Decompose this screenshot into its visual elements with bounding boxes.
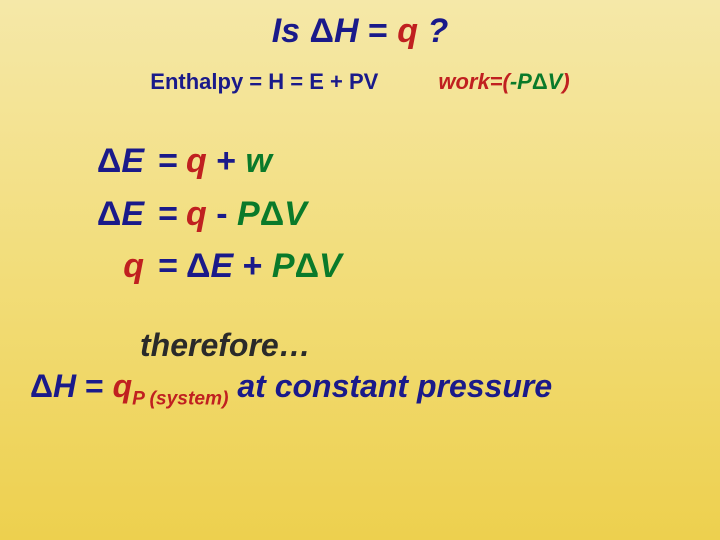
title-h: H — [334, 12, 359, 50]
title-q: q — [397, 12, 418, 50]
work-v: V — [548, 69, 563, 94]
conclusion-line: ΔH = qP (system) at constant pressure — [30, 368, 720, 410]
eq-rhs-part: q — [186, 142, 207, 180]
work-close: ) — [562, 69, 569, 94]
eq-rhs-part: + — [233, 247, 272, 285]
title-is: Is — [272, 12, 310, 50]
eq-rhs-part: Δ — [260, 195, 284, 233]
subtitle-row: Enthalpy = H = E + PV work=(-PΔV) — [0, 69, 720, 95]
concl-sub: P (system) — [132, 388, 228, 409]
eq-rhs-part: - — [207, 195, 237, 233]
eq-rhs-part: P — [272, 247, 295, 285]
concl-delta: Δ — [30, 368, 53, 404]
eq1-rhs: q + w — [186, 135, 272, 188]
concl-rest: at constant pressure — [228, 368, 552, 404]
eq-rhs-part: Δ — [295, 247, 319, 285]
slide: Is ΔH = q ? Enthalpy = H = E + PV work=(… — [0, 0, 720, 540]
work-definition: work=(-PΔV) — [438, 69, 569, 95]
eq-rhs-part: w — [246, 142, 272, 180]
equation-row-1: ΔE = q + w — [70, 135, 720, 188]
equation-row-2: ΔE = q - PΔV — [70, 188, 720, 241]
equation-block: ΔE = q + w ΔE = q - PΔV q = ΔE + PΔV — [70, 135, 720, 293]
enthalpy-definition: Enthalpy = H = E + PV — [150, 69, 378, 95]
eq-rhs-part: q — [186, 195, 207, 233]
work-minus-p: -P — [510, 69, 532, 94]
eq-rhs-part: V — [319, 247, 342, 285]
eq2-rhs: q - PΔV — [186, 188, 307, 241]
eq3-eq: = — [150, 240, 186, 293]
equation-row-3: q = ΔE + PΔV — [70, 240, 720, 293]
eq1-lhs: ΔE — [70, 135, 150, 188]
eq3-rhs: ΔE + PΔV — [186, 240, 342, 293]
work-label: work=( — [438, 69, 510, 94]
eq-rhs-part: P — [237, 195, 260, 233]
concl-h: H — [53, 368, 76, 404]
concl-eq: = — [76, 368, 112, 404]
eq3-lhs: q — [70, 240, 150, 293]
eq-rhs-part: + — [207, 142, 246, 180]
title-qmark: ? — [418, 12, 448, 50]
eq-rhs-part: Δ — [186, 247, 210, 285]
concl-q: q — [113, 368, 133, 404]
eq2-lhs: ΔE — [70, 188, 150, 241]
eq-rhs-part: E — [210, 247, 233, 285]
slide-title: Is ΔH = q ? — [0, 0, 720, 51]
eq2-eq: = — [150, 188, 186, 241]
title-delta: Δ — [310, 12, 334, 50]
title-eq: = — [359, 12, 398, 50]
eq1-eq: = — [150, 135, 186, 188]
eq-rhs-part: V — [284, 195, 307, 233]
work-delta: Δ — [532, 69, 548, 94]
therefore-text: therefore… — [140, 327, 720, 364]
